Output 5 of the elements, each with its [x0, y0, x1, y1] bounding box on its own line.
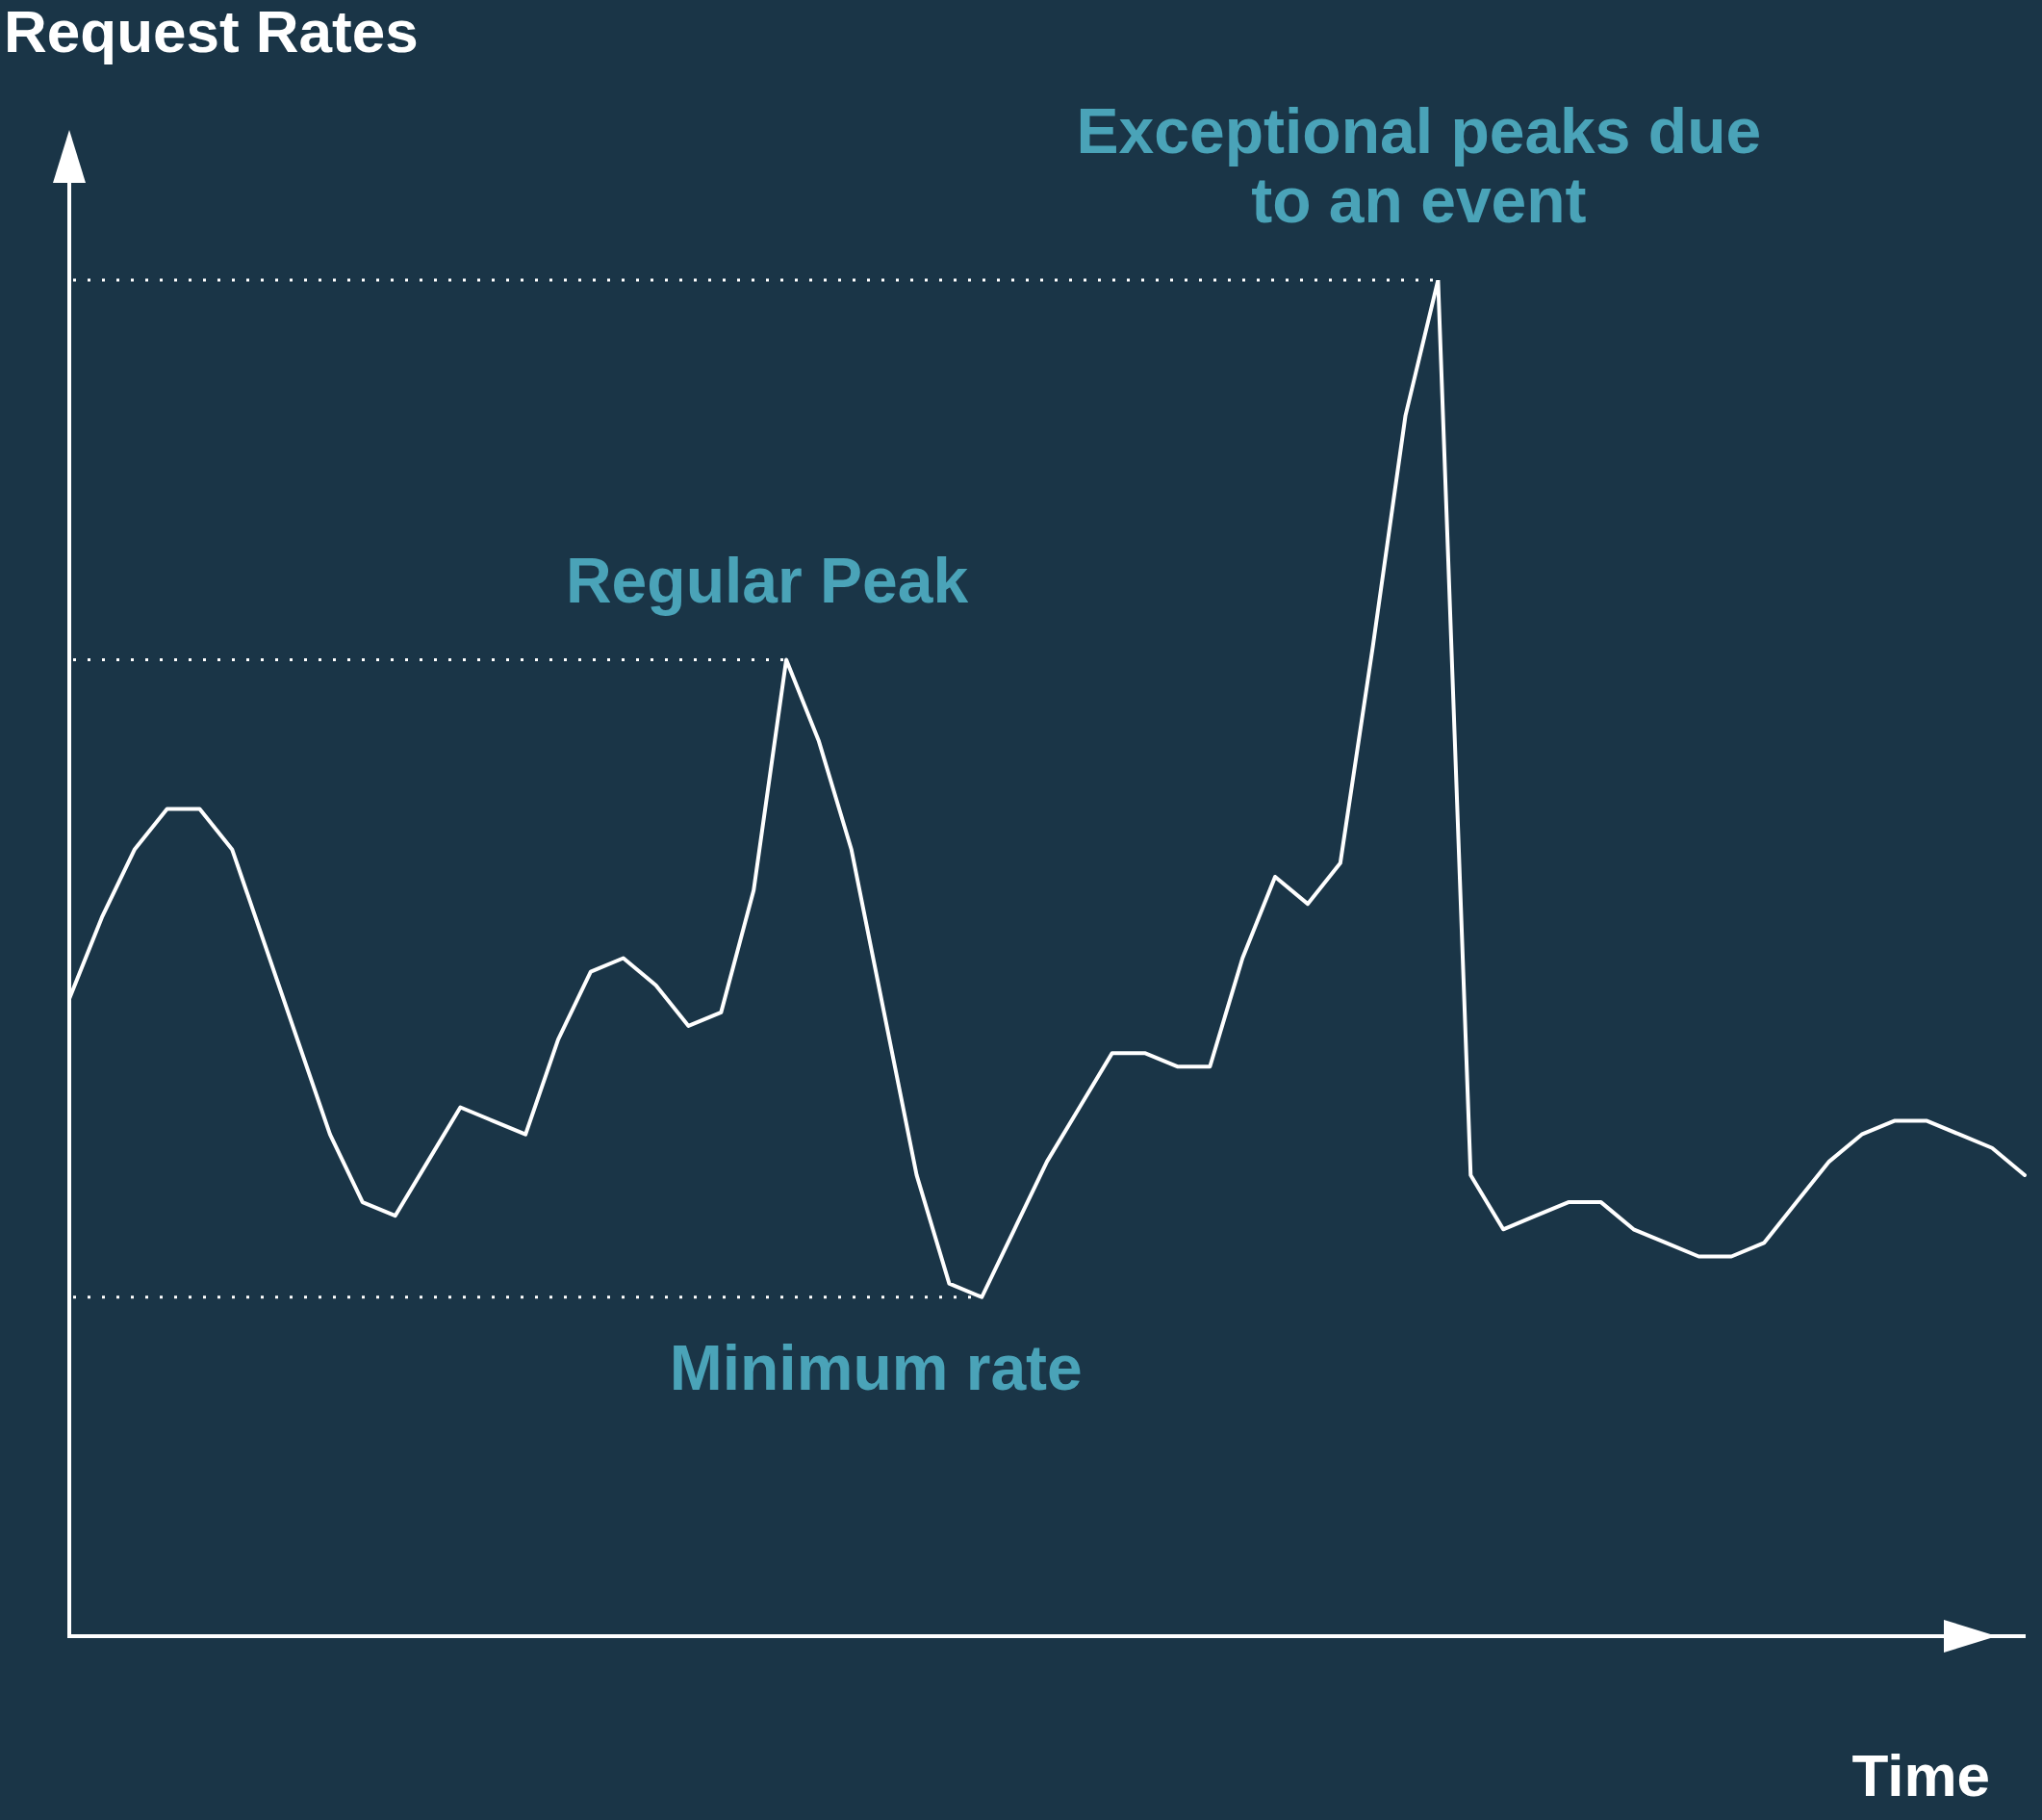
x-axis-title: Time [1851, 1742, 1990, 1809]
ref-line-label: Regular Peak [565, 544, 969, 616]
ref-line-label: Minimum rate [669, 1331, 1083, 1403]
y-axis-title: Request Rates [4, 0, 419, 65]
ref-line-label: Exceptional peaks due to an event [1076, 95, 1762, 237]
